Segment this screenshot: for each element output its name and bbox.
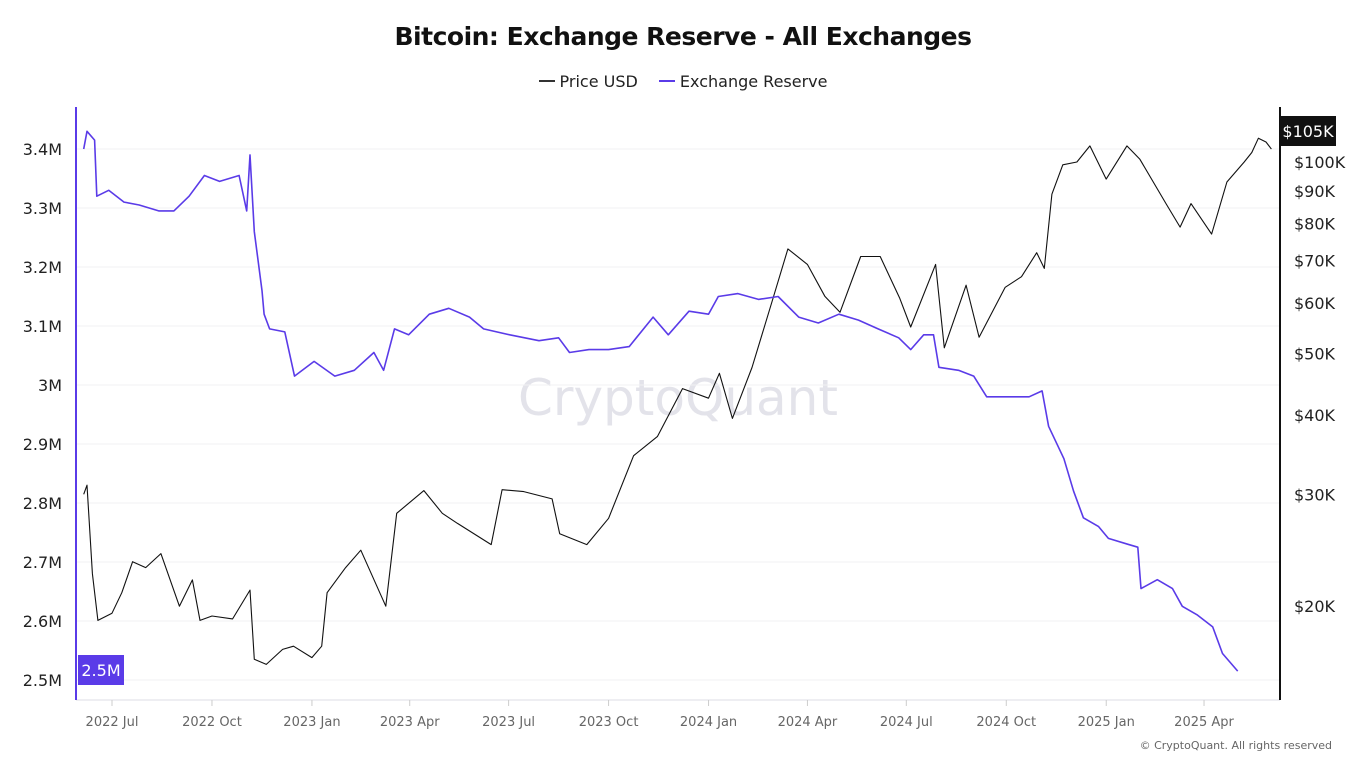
right-current-label: $105K	[1282, 122, 1334, 141]
legend-swatch-reserve	[658, 80, 675, 82]
chart-title: Bitcoin: Exchange Reserve - All Exchange…	[394, 22, 973, 51]
legend-item-price[interactable]: Price USD	[538, 71, 638, 91]
right-tick-label: $50K	[1294, 344, 1336, 363]
x-tick-label: 2025 Apr	[1174, 715, 1234, 730]
legend-label-reserve: Exchange Reserve	[679, 71, 828, 91]
x-tick-label: 2025 Jan	[1078, 715, 1135, 730]
left-tick-label: 3M	[38, 376, 62, 395]
right-current-badge	[1281, 116, 1336, 146]
x-tick-label: 2023 Jul	[482, 715, 535, 730]
legend-swatch-price	[538, 80, 555, 82]
right-tick-label: $70K	[1294, 251, 1336, 270]
right-tick-label: $40K	[1294, 406, 1336, 425]
x-tick-label: 2024 Apr	[778, 715, 838, 730]
right-tick-label: $80K	[1294, 215, 1336, 234]
right-tick-label: $30K	[1294, 485, 1336, 504]
left-current-badge	[78, 655, 124, 685]
left-tick-label: 3.2M	[23, 258, 62, 277]
legend-label-price: Price USD	[559, 71, 638, 91]
legend-item-reserve[interactable]: Exchange Reserve	[658, 71, 828, 91]
right-tick-label: $90K	[1294, 182, 1336, 201]
left-tick-label: 2.7M	[23, 553, 62, 572]
x-tick-label: 2024 Oct	[976, 715, 1036, 730]
x-tick-label: 2023 Jan	[283, 715, 340, 730]
right-tick-label: $60K	[1294, 294, 1336, 313]
x-tick-label: 2024 Jul	[880, 715, 933, 730]
price-line	[83, 137, 1272, 665]
legend: Price USD Exchange Reserve	[0, 67, 1366, 91]
left-tick-label: 2.6M	[23, 612, 62, 631]
right-tick-label: $20K	[1294, 597, 1336, 616]
left-tick-label: 3.1M	[23, 317, 62, 336]
right-tick-label: $100K	[1294, 153, 1346, 172]
left-tick-label: 2.5M	[23, 671, 62, 690]
x-tick-label: 2024 Jan	[680, 715, 737, 730]
left-tick-label: 2.8M	[23, 494, 62, 513]
left-current-label: 2.5M	[81, 661, 120, 680]
x-tick-label: 2023 Apr	[380, 715, 440, 730]
x-tick-label: 2022 Oct	[182, 715, 242, 730]
left-tick-label: 3.4M	[23, 140, 62, 159]
x-tick-label: 2022 Jul	[86, 715, 139, 730]
reserve-line	[82, 130, 1239, 672]
left-tick-label: 2.9M	[23, 435, 62, 454]
copyright-footer: © CryptoQuant. All rights reserved	[1139, 739, 1332, 752]
left-tick-label: 3.3M	[23, 199, 62, 218]
x-tick-label: 2023 Oct	[579, 715, 639, 730]
